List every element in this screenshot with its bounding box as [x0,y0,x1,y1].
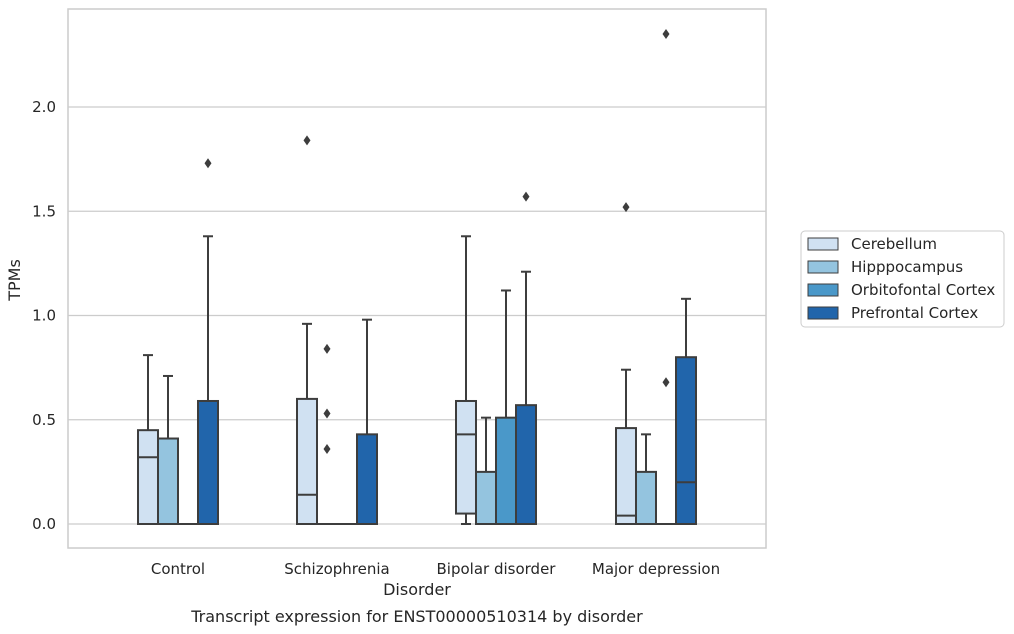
outlier-point [323,443,331,454]
x-axis-title: Disorder [383,580,451,599]
legend-swatch [807,237,839,251]
outlier-point [204,158,212,169]
box-rect [157,437,179,526]
y-tick-label: 2.0 [32,98,56,116]
box [356,318,378,525]
x-tick-label: Control [151,560,205,578]
box [197,158,219,525]
outlier-point [323,408,331,419]
box-rect [515,404,537,525]
legend-label: Cerebellum [851,235,937,253]
legend-frame [800,230,1005,328]
outlier-point [622,202,630,213]
box [495,289,517,526]
box-rect [495,416,517,526]
y-tick-labels: 0.0 0.5 1.0 1.5 2.0 [32,98,56,533]
y-tick-label: 1.0 [32,307,56,325]
plot-frame [67,8,767,549]
legend-swatch [807,306,839,320]
box-rect [675,356,697,526]
series-2 [178,29,676,526]
outlier-point [662,29,670,40]
box [455,235,477,525]
box [157,374,179,526]
box [656,29,676,525]
box [475,416,497,525]
box-rect [635,470,657,525]
box-rect [356,433,378,525]
box [515,191,537,525]
outlier-point [303,135,311,146]
box [296,135,318,525]
box [615,202,637,525]
box-rect [455,399,477,515]
box-rect [475,470,497,525]
box [317,343,337,525]
box-series [137,29,697,526]
outlier-point [323,343,331,354]
x-tick-label: Major depression [592,560,720,578]
legend-swatch [807,283,839,297]
box-rect [296,397,318,525]
box-rect [197,399,219,525]
box-rect [615,427,637,525]
series-3 [197,158,697,526]
y-tick-label: 1.5 [32,202,56,220]
legend-label: Hipppocampus [851,258,963,276]
x-tick-label: Bipolar disorder [437,560,557,578]
legend-swatch [807,260,839,274]
legend-label: Orbitofontal Cortex [851,281,995,299]
y-tick-label: 0.5 [32,411,56,429]
outlier-point [522,191,530,202]
y-axis-title: TPMs [5,259,24,302]
legend-label: Prefrontal Cortex [851,304,978,322]
legend: Cerebellum Hipppocampus Orbitofontal Corte… [800,230,1005,328]
box [137,354,159,525]
series-1 [157,343,657,526]
outlier-point [662,377,670,388]
box [635,433,657,525]
x-tick-labels: Control Schizophrenia Bipolar disorder Majo… [151,560,720,578]
y-tick-label: 0.0 [32,515,56,533]
x-tick-label: Schizophrenia [284,560,389,578]
series-0 [137,135,637,525]
chart-caption: Transcript expression for ENST0000051031… [190,607,643,626]
box [675,297,697,526]
box-rect [137,429,159,525]
